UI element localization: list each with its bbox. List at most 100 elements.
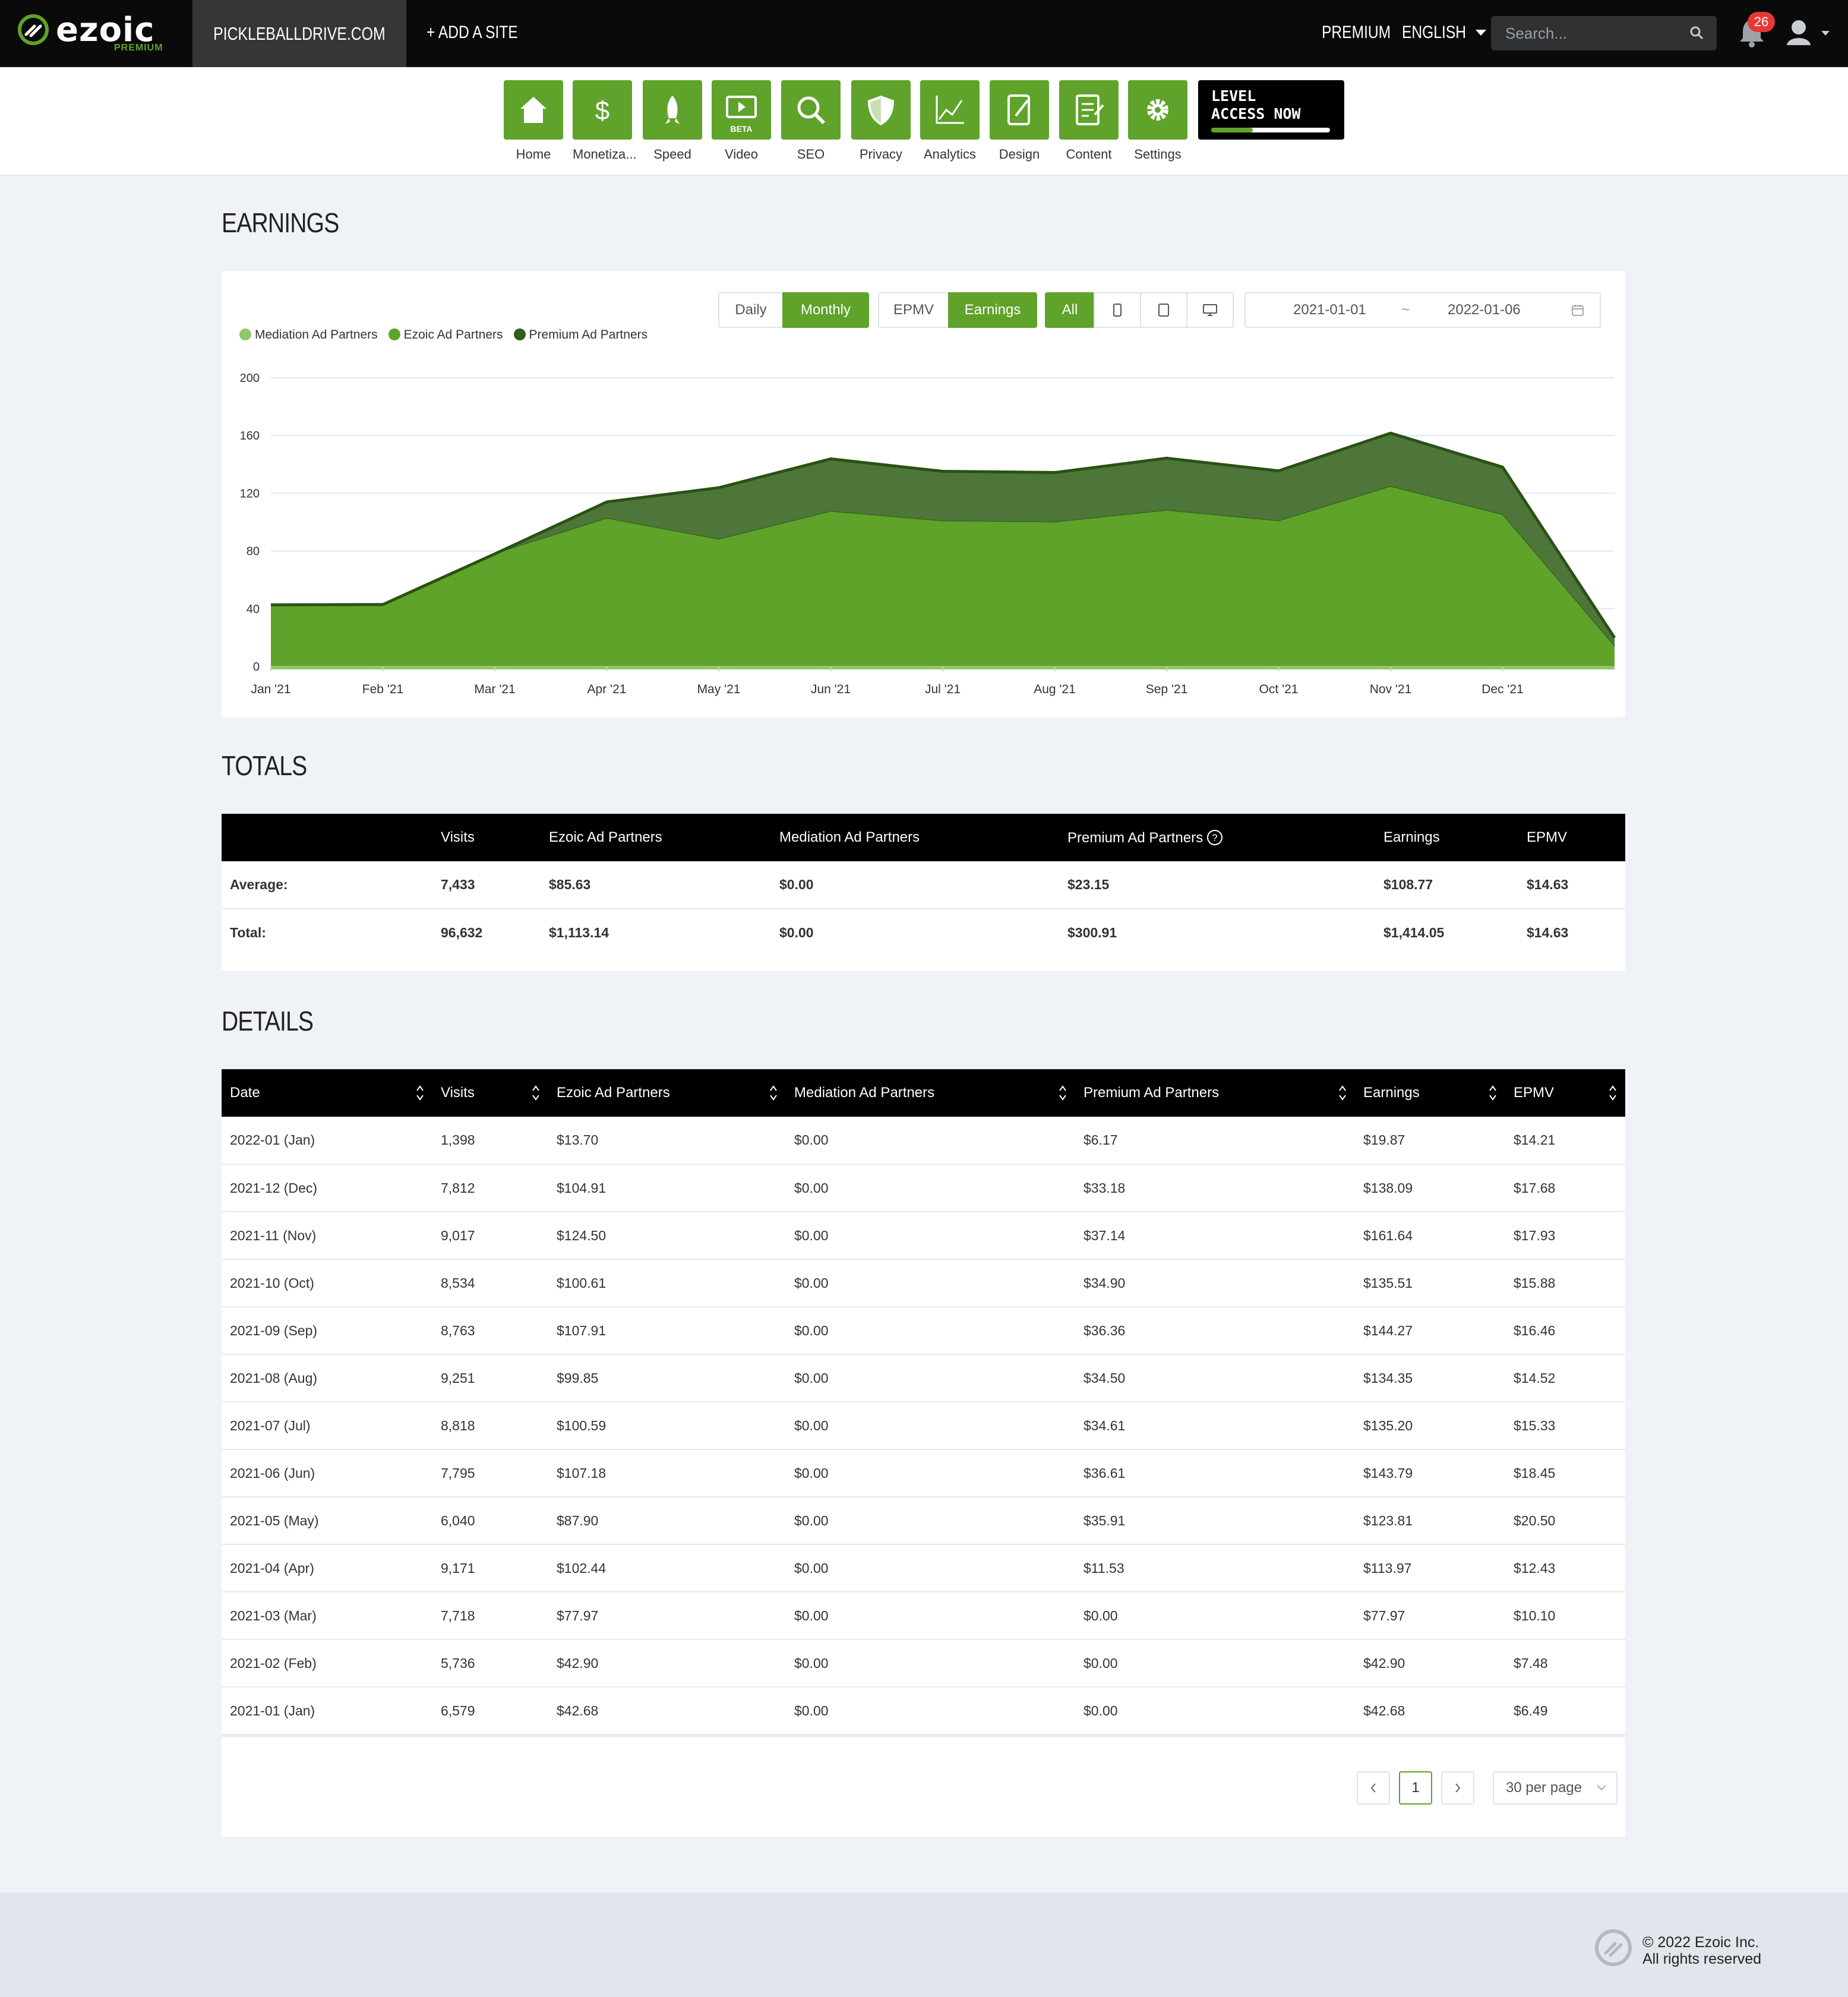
- table-cell: $17.68: [1505, 1164, 1625, 1212]
- table-cell: $15.88: [1505, 1259, 1625, 1307]
- all-devices-button[interactable]: All: [1045, 292, 1095, 328]
- per-page-label: 30 per page: [1506, 1780, 1582, 1796]
- per-page-select[interactable]: 30 per page: [1493, 1771, 1618, 1805]
- rocket-icon: [665, 96, 680, 124]
- table-cell: $99.85: [548, 1354, 786, 1402]
- table-cell: $300.91: [1059, 909, 1375, 957]
- column-header[interactable]: Visits: [432, 1069, 548, 1117]
- epmv-button[interactable]: EPMV: [878, 292, 949, 328]
- search-icon[interactable]: [1689, 26, 1704, 40]
- column-header[interactable]: Mediation Ad Partners: [786, 1069, 1075, 1117]
- legend-swatch: [388, 328, 400, 340]
- premium-link[interactable]: PREMIUM: [1322, 23, 1391, 42]
- level-access-banner[interactable]: LEVEL ACCESS NOW: [1198, 80, 1344, 140]
- user-avatar-icon[interactable]: [1786, 18, 1833, 48]
- column-header-label: EPMV: [1527, 829, 1568, 845]
- table-cell: $36.36: [1075, 1307, 1355, 1355]
- column-header[interactable]: EPMV: [1505, 1069, 1625, 1117]
- level-line1: LEVEL: [1211, 87, 1256, 105]
- table-cell: $77.97: [548, 1592, 786, 1640]
- table-cell: $0.00: [786, 1449, 1075, 1497]
- tool-analytics[interactable]: Analytics: [920, 80, 980, 162]
- date-start[interactable]: 2021-01-01: [1293, 302, 1366, 318]
- column-header[interactable]: Premium Ad Partners: [1075, 1069, 1355, 1117]
- column-header-label: Visits: [441, 829, 475, 845]
- table-row: 2021-04 (Apr) 9,171 $102.44 $0.00 $11.53 $113…: [222, 1544, 1625, 1592]
- table-cell: 9,251: [432, 1354, 548, 1402]
- column-header[interactable]: Earnings: [1355, 1069, 1505, 1117]
- notification-badge: 26: [1748, 12, 1775, 32]
- desktop-button[interactable]: [1186, 292, 1234, 328]
- table-cell: $6.49: [1505, 1687, 1625, 1735]
- column-header[interactable]: Ezoic Ad Partners: [548, 1069, 786, 1117]
- table-cell: $102.44: [548, 1544, 786, 1592]
- column-header-label: Premium Ad Partners: [1083, 1085, 1220, 1101]
- table-cell: 6,040: [432, 1497, 548, 1545]
- legend-mediation[interactable]: Mediation Ad Partners: [239, 328, 378, 342]
- column-header-label: Mediation Ad Partners: [779, 829, 920, 845]
- area-premium-ad-partners[interactable]: [271, 433, 1615, 647]
- column-header[interactable]: Date: [222, 1069, 432, 1117]
- tool-seo[interactable]: SEO: [781, 80, 841, 162]
- line-chart-icon: [936, 96, 964, 124]
- mobile-button[interactable]: [1094, 292, 1141, 328]
- table-row: 2021-03 (Mar) 7,718 $77.97 $0.00 $0.00 $77.97…: [222, 1592, 1625, 1640]
- language-dropdown[interactable]: ENGLISH: [1402, 23, 1486, 43]
- table-cell: $34.90: [1075, 1259, 1355, 1307]
- table-cell: $135.20: [1355, 1402, 1505, 1450]
- table-cell: $14.21: [1505, 1117, 1625, 1165]
- sort-icon[interactable]: [1609, 1083, 1617, 1102]
- sort-icon[interactable]: [1338, 1083, 1347, 1102]
- table-cell: $0.00: [786, 1354, 1075, 1402]
- tool-settings[interactable]: Settings: [1128, 80, 1187, 162]
- sort-icon[interactable]: [1059, 1083, 1067, 1102]
- help-icon[interactable]: ?: [1206, 829, 1223, 846]
- tool-speed[interactable]: Speed: [643, 80, 702, 162]
- table-cell: $37.14: [1075, 1212, 1355, 1260]
- ezoic-logo[interactable]: ezoic PREMIUM: [14, 8, 192, 56]
- monthly-button[interactable]: Monthly: [782, 292, 869, 328]
- tool-design[interactable]: Design: [990, 80, 1049, 162]
- footer: [0, 1892, 1848, 1997]
- tool-box: [920, 80, 980, 140]
- date-end[interactable]: 2022-01-06: [1448, 302, 1521, 318]
- site-selector[interactable]: PICKLEBALLDRIVE.COM: [192, 0, 406, 67]
- brand-name: ezoic: [56, 11, 155, 49]
- table-cell: $144.27: [1355, 1307, 1505, 1355]
- table-cell: 8,534: [432, 1259, 548, 1307]
- table-cell: $0.00: [1075, 1592, 1355, 1640]
- sort-icon[interactable]: [416, 1083, 424, 1102]
- sort-icon[interactable]: [769, 1083, 778, 1102]
- area-ezoic-ad-partners[interactable]: [271, 486, 1615, 666]
- table-cell: $87.90: [548, 1497, 786, 1545]
- legend-premium[interactable]: Premium Ad Partners: [513, 328, 647, 342]
- prev-page-button[interactable]: [1357, 1771, 1390, 1805]
- next-page-button[interactable]: [1441, 1771, 1474, 1805]
- daily-button[interactable]: Daily: [718, 292, 784, 328]
- chevron-down-icon: [1476, 30, 1486, 36]
- table-row: 2021-10 (Oct) 8,534 $100.61 $0.00 $34.90 $135…: [222, 1259, 1625, 1307]
- table-cell: 9,017: [432, 1212, 548, 1260]
- tool-privacy[interactable]: Privacy: [851, 80, 911, 162]
- tool-label: Speed: [653, 147, 691, 162]
- tool-home[interactable]: Home: [504, 80, 563, 162]
- earnings-button[interactable]: Earnings: [948, 292, 1037, 328]
- tool-video[interactable]: BETA Video: [712, 80, 771, 162]
- tool-content[interactable]: Content: [1059, 80, 1119, 162]
- page-1-button[interactable]: 1: [1399, 1771, 1432, 1805]
- search-input[interactable]: Search...: [1491, 16, 1717, 50]
- legend-ezoic[interactable]: Ezoic Ad Partners: [388, 328, 503, 342]
- table-cell: $14.63: [1518, 909, 1625, 957]
- table-cell: $33.18: [1075, 1164, 1355, 1212]
- sort-icon[interactable]: [532, 1083, 540, 1102]
- earnings-chart: 0 40 80 120 160 200 Jan '21 Feb '21 Mar '21 Apr '…: [240, 372, 1616, 696]
- chevron-left-icon: [1370, 1783, 1376, 1793]
- table-cell: 7,795: [432, 1449, 548, 1497]
- sort-icon[interactable]: [1489, 1083, 1497, 1102]
- add-site-link[interactable]: + ADD A SITE: [427, 23, 518, 42]
- date-range-picker[interactable]: 2021-01-01 ~ 2022-01-06: [1244, 292, 1601, 328]
- tool-monetiza[interactable]: $ Monetiza...: [573, 80, 637, 162]
- tool-box: [781, 80, 841, 140]
- column-header: [222, 814, 432, 861]
- table-cell: $20.50: [1505, 1497, 1625, 1545]
